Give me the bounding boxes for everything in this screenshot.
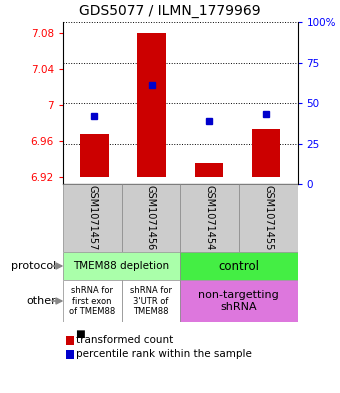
Bar xyxy=(180,252,298,280)
Bar xyxy=(80,134,109,177)
Bar xyxy=(63,184,122,252)
Bar xyxy=(122,184,180,252)
Text: GSM1071456: GSM1071456 xyxy=(146,185,156,251)
Bar xyxy=(122,280,180,322)
Text: shRNA for
3'UTR of
TMEM88: shRNA for 3'UTR of TMEM88 xyxy=(130,286,172,316)
Bar xyxy=(252,129,280,177)
Bar xyxy=(63,252,180,280)
Text: protocol: protocol xyxy=(11,261,56,271)
Bar xyxy=(180,280,298,322)
Text: other: other xyxy=(27,296,56,306)
Bar xyxy=(239,184,298,252)
Text: TMEM88 depletion: TMEM88 depletion xyxy=(73,261,170,271)
Text: GSM1071454: GSM1071454 xyxy=(205,185,215,251)
Text: GSM1071457: GSM1071457 xyxy=(87,185,97,251)
Text: percentile rank within the sample: percentile rank within the sample xyxy=(76,349,252,359)
Bar xyxy=(194,163,223,177)
Bar xyxy=(180,184,239,252)
Bar xyxy=(137,33,166,177)
Text: non-targetting
shRNA: non-targetting shRNA xyxy=(199,290,279,312)
Text: control: control xyxy=(218,259,259,272)
Bar xyxy=(63,280,122,322)
Text: transformed count: transformed count xyxy=(76,335,173,345)
Text: ■: ■ xyxy=(76,329,93,351)
Text: shRNA for
first exon
of TMEM88: shRNA for first exon of TMEM88 xyxy=(69,286,115,316)
Text: GDS5077 / ILMN_1779969: GDS5077 / ILMN_1779969 xyxy=(79,4,261,18)
Text: GSM1071455: GSM1071455 xyxy=(263,185,273,251)
